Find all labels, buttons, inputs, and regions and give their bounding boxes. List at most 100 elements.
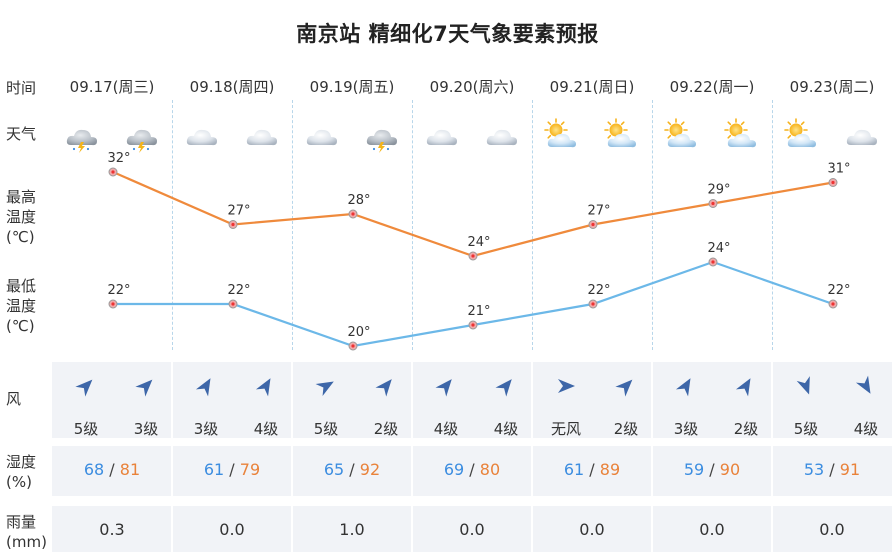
- band-divider: [771, 362, 773, 438]
- humidity-cell: 53 / 91: [772, 460, 892, 479]
- wind-level: 3级: [133, 420, 159, 438]
- high-temp-point-center: [231, 222, 235, 227]
- thunder-cloud-icon: [364, 118, 400, 154]
- wind-direction-icon: [435, 375, 457, 397]
- date-label: 09.19(周五): [309, 78, 395, 96]
- row-label-low-line1: 最低: [6, 277, 37, 295]
- row-label-time: 时间: [6, 79, 37, 97]
- high-temp-point-center: [471, 254, 475, 258]
- band-divider: [291, 446, 293, 496]
- date-label: 09.20(周六): [429, 78, 515, 96]
- row-label-rain-line2: (mm): [6, 533, 47, 551]
- partly-cloudy-icon: [604, 118, 640, 154]
- low-temp-point-center: [111, 302, 115, 306]
- low-temp-label: 22°: [227, 283, 250, 298]
- row-label-low: 最低 温度 (℃): [6, 276, 36, 336]
- wind-level: 无风: [550, 420, 581, 438]
- wind-direction-icon: [615, 375, 637, 397]
- high-temp-point-center: [831, 180, 835, 185]
- wind-level: 5级: [793, 420, 819, 438]
- page-title: 南京站 精细化7天气象要素预报: [296, 22, 599, 46]
- humidity-min: 61: [563, 460, 585, 479]
- rain-band: [52, 506, 892, 552]
- humidity-cell: 61 / 79: [172, 460, 292, 479]
- band-divider: [771, 446, 773, 496]
- humidity-min: 69: [443, 460, 465, 479]
- wind-level: 2级: [373, 420, 399, 438]
- humidity-max: 81: [119, 460, 141, 479]
- high-temp-label: 24°: [467, 235, 490, 250]
- band-divider: [411, 446, 413, 496]
- wind-level: 5级: [73, 420, 99, 438]
- wind-direction-icon: [795, 375, 817, 397]
- humidity-cell: 68 / 81: [52, 460, 172, 479]
- wind-direction-icon: [135, 375, 157, 397]
- wind-direction-icon: [255, 375, 277, 397]
- wind-level: 4级: [853, 420, 879, 438]
- cloud-icon: [844, 118, 880, 154]
- date-label: 09.18(周四): [189, 78, 275, 96]
- cloud-icon: [184, 118, 220, 154]
- high-temp-label: 28°: [347, 193, 370, 208]
- wind-direction-icon: [495, 375, 517, 397]
- partly-cloudy-icon: [784, 118, 820, 154]
- low-temp-label: 22°: [587, 283, 610, 298]
- wind-level: 4级: [253, 420, 279, 438]
- high-temp-label: 31°: [827, 162, 850, 177]
- humidity-separator: /: [469, 460, 475, 479]
- rain-amount: 0.0: [219, 520, 245, 539]
- partly-cloudy-icon: [724, 118, 760, 154]
- cloud-icon: [424, 118, 460, 154]
- high-temp-label: 32°: [107, 151, 130, 166]
- column-divider: [292, 100, 293, 350]
- humidity-min: 61: [203, 460, 225, 479]
- row-label-low-line2: 温度: [6, 297, 37, 315]
- band-divider: [531, 362, 533, 438]
- row-label-wind: 风: [6, 390, 22, 408]
- wind-direction-icon: [555, 375, 577, 397]
- row-label-rain: 雨量 (mm): [6, 512, 47, 552]
- band-divider: [411, 506, 413, 552]
- high-temp-point-center: [591, 222, 595, 227]
- rain-amount: 0.0: [459, 520, 485, 539]
- row-label-high-line3: (℃): [6, 228, 35, 246]
- humidity-separator: /: [109, 460, 115, 479]
- thunder-cloud-icon: [64, 118, 100, 154]
- wind-direction-icon: [735, 375, 757, 397]
- humidity-cell: 59 / 90: [652, 460, 772, 479]
- high-temp-point-center: [351, 212, 355, 216]
- row-label-high-line2: 温度: [6, 208, 37, 226]
- humidity-max: 89: [599, 460, 621, 479]
- band-divider: [651, 506, 653, 552]
- row-label-high: 最高 温度 (℃): [6, 187, 36, 247]
- humidity-band: [52, 446, 892, 496]
- wind-level: 2级: [613, 420, 639, 438]
- cloud-icon: [244, 118, 280, 154]
- low-temp-label: 20°: [347, 325, 370, 340]
- wind-direction-icon: [195, 375, 217, 397]
- low-temp-point-center: [711, 260, 715, 264]
- band-divider: [651, 362, 653, 438]
- partly-cloudy-icon: [544, 118, 580, 154]
- thunder-cloud-icon: [124, 118, 160, 154]
- humidity-max: 90: [719, 460, 741, 479]
- high-temp-label: 27°: [227, 204, 250, 219]
- wind-direction-icon: [675, 375, 697, 397]
- band-divider: [411, 362, 413, 438]
- wind-level: 4级: [433, 420, 459, 438]
- low-temp-point-center: [351, 344, 355, 348]
- column-divider: [652, 100, 653, 350]
- low-temp-label: 21°: [467, 304, 490, 319]
- wind-level: 2级: [733, 420, 759, 438]
- rain-amount: 0.0: [699, 520, 725, 539]
- cloud-icon: [304, 118, 340, 154]
- partly-cloudy-icon: [664, 118, 700, 154]
- band-divider: [771, 506, 773, 552]
- date-label: 09.17(周三): [69, 78, 155, 96]
- band-divider: [171, 506, 173, 552]
- high-temp-label: 27°: [587, 204, 610, 219]
- row-label-humidity-line1: 湿度: [6, 453, 37, 471]
- humidity-min: 65: [323, 460, 345, 479]
- band-divider: [171, 362, 173, 438]
- wind-direction-icon: [315, 375, 337, 397]
